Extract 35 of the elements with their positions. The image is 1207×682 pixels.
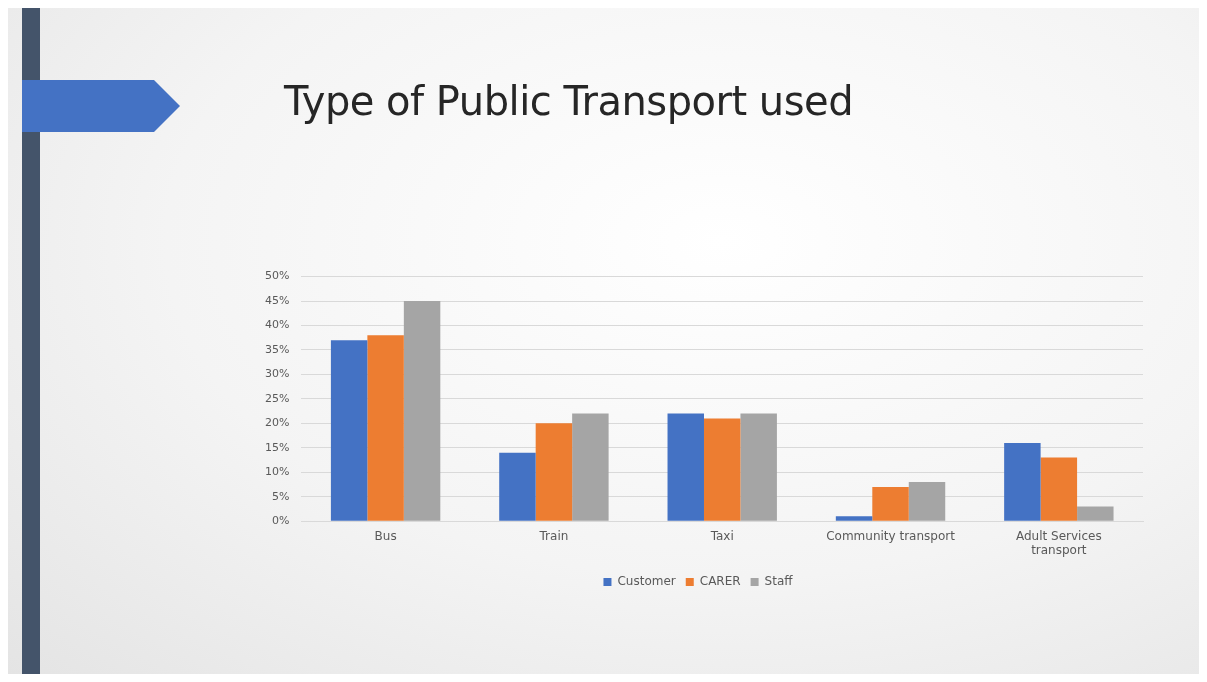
bar	[403, 301, 441, 521]
bar	[1040, 457, 1078, 521]
y-tick-label: 30%	[265, 367, 290, 381]
y-tick-label: 25%	[265, 391, 290, 405]
bar	[703, 418, 741, 521]
bar	[667, 413, 704, 521]
x-tick-label: Bus	[374, 528, 397, 543]
bar	[835, 516, 873, 521]
bar	[572, 413, 609, 521]
y-tick-label: 0%	[272, 514, 290, 528]
x-tick-label: Train	[538, 528, 569, 543]
chart-title: Type of Public Transport used	[284, 78, 854, 124]
y-tick-label: 20%	[265, 416, 290, 430]
bar	[1077, 506, 1114, 521]
y-tick-label: 45%	[265, 293, 290, 307]
y-tick-label: 40%	[265, 318, 290, 332]
bar	[740, 413, 777, 521]
legend-label: CARER	[699, 574, 741, 589]
x-tick-label: Taxi	[709, 528, 734, 543]
bar	[367, 335, 404, 521]
bar	[499, 452, 536, 521]
bar	[1004, 442, 1041, 521]
bar	[872, 486, 909, 521]
x-tick-label: Community transport	[826, 528, 956, 543]
y-tick-label: 5%	[272, 489, 290, 503]
legend-label: Staff	[764, 574, 794, 589]
bar	[535, 423, 573, 521]
legend-label: Customer	[617, 574, 676, 589]
bar	[908, 482, 946, 521]
bar	[330, 340, 368, 521]
y-tick-label: 35%	[265, 342, 290, 356]
x-tick-label: Adult Services transport	[1016, 528, 1102, 557]
y-tick-label: 50%	[265, 269, 290, 283]
y-tick-label: 15%	[265, 440, 290, 454]
y-tick-label: 10%	[265, 465, 290, 479]
